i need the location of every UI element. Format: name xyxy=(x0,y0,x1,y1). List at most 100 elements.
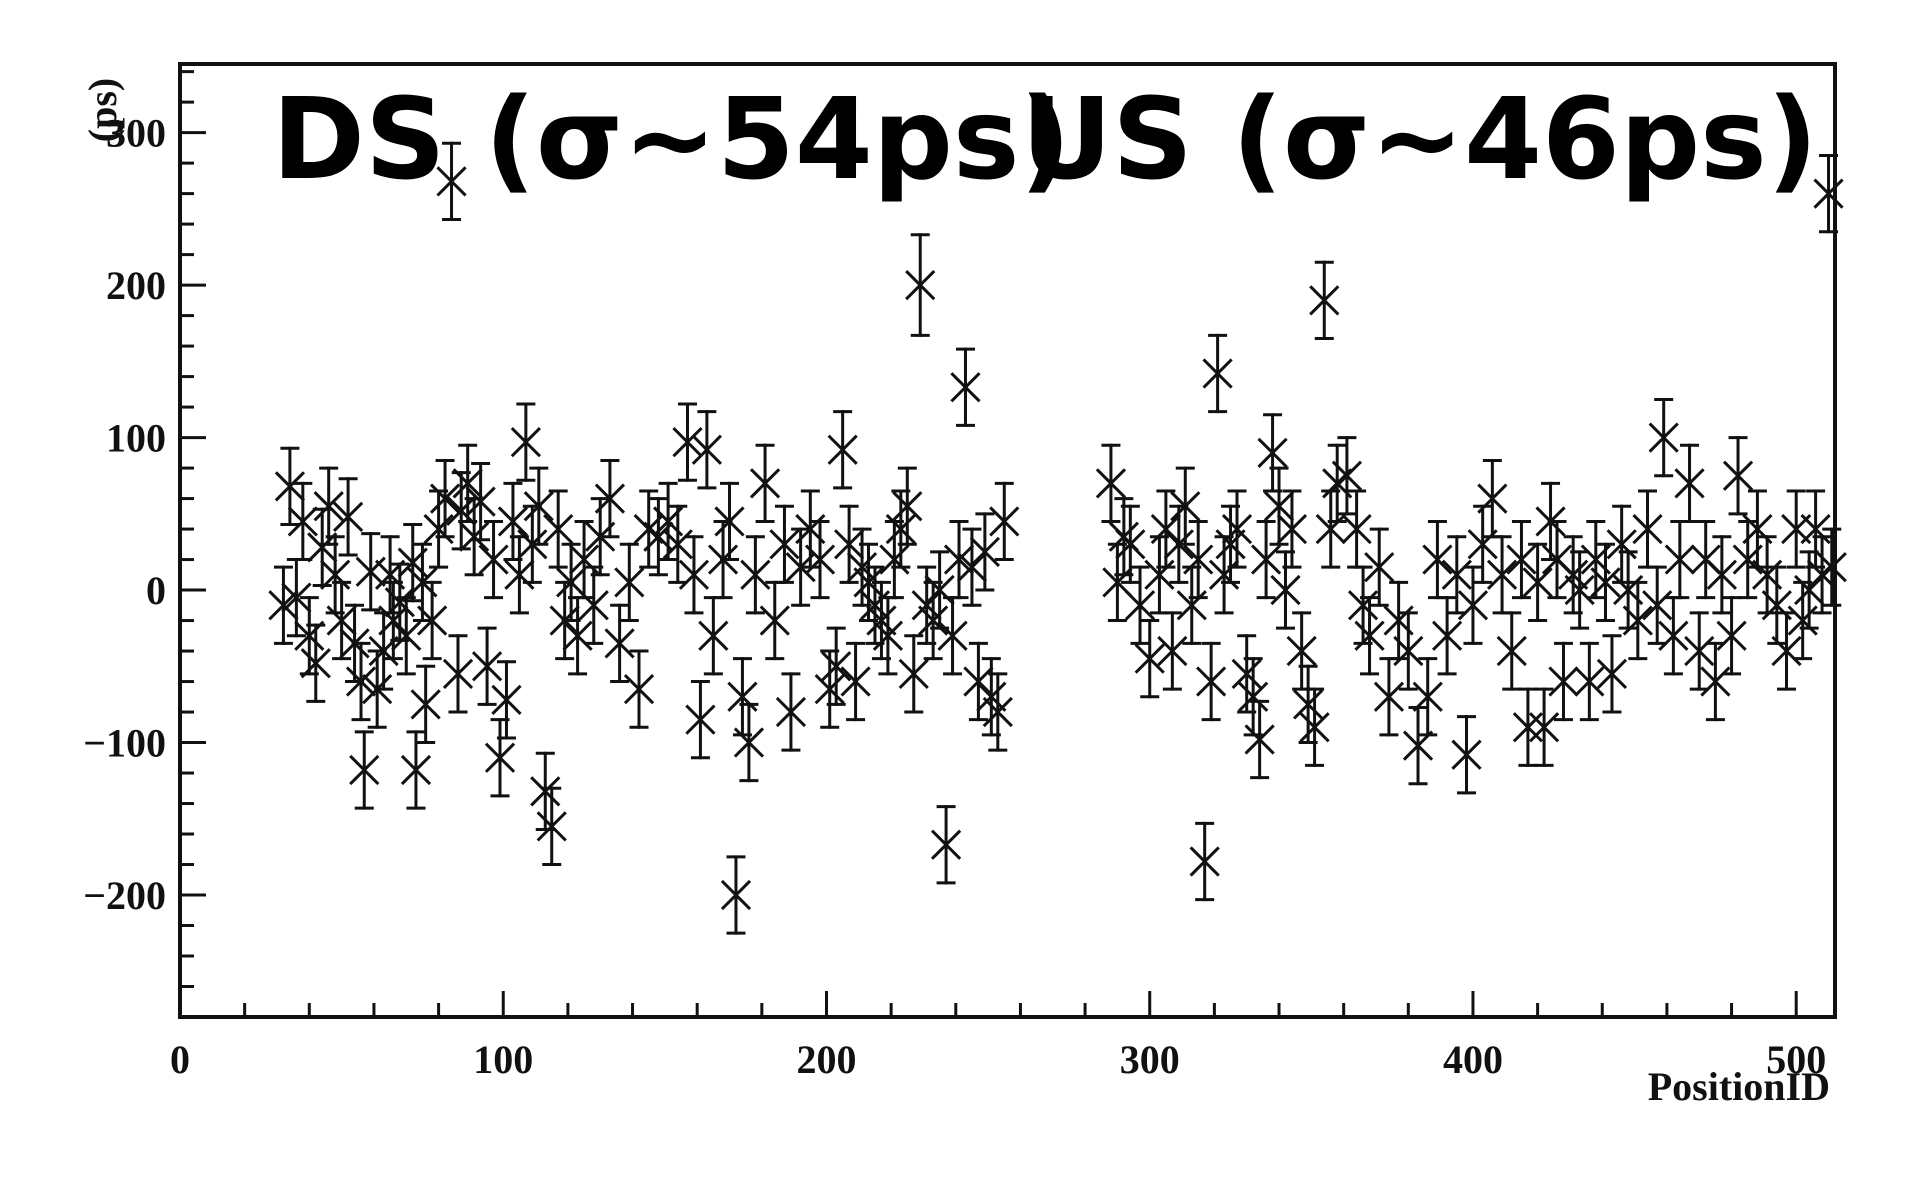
y-tick-label: 300 xyxy=(106,111,166,156)
x-marker-stroke xyxy=(1292,689,1324,720)
data-point xyxy=(594,458,626,539)
data-point xyxy=(471,626,503,706)
data-point xyxy=(459,497,490,577)
data-point xyxy=(1292,664,1324,745)
data-point xyxy=(1522,542,1553,623)
data-points-layer xyxy=(268,141,1847,935)
x-marker-stroke xyxy=(1606,529,1637,560)
x-marker-stroke xyxy=(698,620,729,651)
data-point xyxy=(720,855,752,935)
x-marker-stroke xyxy=(937,620,968,651)
x-marker-stroke xyxy=(672,427,703,458)
x-marker-stroke xyxy=(1412,681,1443,712)
data-point xyxy=(1648,397,1679,478)
data-point xyxy=(969,512,1000,592)
data-point xyxy=(1170,466,1201,546)
y-tick-label: −200 xyxy=(83,873,166,918)
data-point xyxy=(840,641,871,722)
data-point xyxy=(523,466,554,546)
data-point xyxy=(1393,611,1424,691)
data-point xyxy=(1124,565,1156,645)
data-point xyxy=(1412,657,1443,737)
data-point xyxy=(775,672,807,752)
x-marker-stroke xyxy=(1202,358,1233,389)
x-marker-stroke xyxy=(1124,590,1156,621)
data-point xyxy=(1150,489,1182,569)
x-marker-stroke xyxy=(1134,643,1165,674)
x-marker-stroke xyxy=(685,704,716,735)
data-point xyxy=(1722,436,1754,516)
x-marker-stroke xyxy=(943,544,975,575)
data-point xyxy=(294,596,325,676)
x-marker-stroke xyxy=(1189,846,1220,877)
x-marker-stroke xyxy=(740,559,771,590)
data-point xyxy=(1244,699,1275,780)
x-marker-stroke xyxy=(840,666,871,697)
x-marker-stroke xyxy=(1276,513,1308,545)
x-marker-stroke xyxy=(471,651,503,682)
data-point xyxy=(943,519,975,600)
data-point xyxy=(536,786,567,867)
data-point xyxy=(614,542,645,623)
data-point xyxy=(833,504,865,584)
x-marker-stroke xyxy=(879,544,910,575)
tick-labels-layer: 0 100 200 300 400 500 −200 −100 0 100 200 300 xyxy=(83,111,1826,1082)
x-marker-stroke xyxy=(465,486,496,517)
x-marker-stroke xyxy=(1331,460,1363,491)
x-marker-stroke xyxy=(623,674,655,705)
data-point xyxy=(905,233,936,337)
data-point xyxy=(1422,519,1453,600)
data-point xyxy=(604,603,635,684)
data-point xyxy=(1674,443,1705,523)
x-marker-stroke xyxy=(1309,285,1340,316)
x-marker-stroke xyxy=(678,559,710,590)
x-marker-stroke xyxy=(1622,605,1653,636)
x-marker-stroke xyxy=(1596,658,1628,690)
x-marker-stroke xyxy=(294,620,325,651)
data-point xyxy=(759,580,790,661)
data-point xyxy=(407,542,438,623)
data-point xyxy=(623,649,655,729)
data-point xyxy=(349,730,380,810)
data-point xyxy=(1441,535,1472,615)
data-point xyxy=(1477,458,1508,539)
x-marker-stroke xyxy=(804,544,836,575)
x-marker-stroke xyxy=(452,468,483,499)
x-marker-stroke xyxy=(1706,559,1737,590)
x-marker-stroke xyxy=(827,434,858,465)
data-point xyxy=(442,634,474,714)
x-marker-stroke xyxy=(1183,544,1214,575)
x-marker-stroke xyxy=(1299,712,1330,743)
data-point xyxy=(1183,519,1214,600)
x-marker-stroke xyxy=(1632,513,1663,545)
data-point xyxy=(1189,821,1220,902)
x-marker-stroke xyxy=(1402,730,1434,761)
data-point xyxy=(956,527,988,607)
y-tick-label: −100 xyxy=(83,721,166,766)
x-marker-stroke xyxy=(594,483,626,514)
x-marker-stroke xyxy=(274,471,306,502)
x-marker-stroke xyxy=(1250,544,1282,575)
data-point xyxy=(287,481,318,562)
data-point xyxy=(1816,527,1847,607)
x-marker-stroke xyxy=(749,468,781,499)
y-axis-title: (ps) xyxy=(80,78,125,142)
data-point xyxy=(400,730,432,810)
data-point xyxy=(1457,565,1489,645)
x-marker-stroke xyxy=(407,567,438,598)
data-point xyxy=(672,402,703,482)
x-marker-stroke xyxy=(1771,635,1802,667)
x-marker-stroke xyxy=(1364,552,1395,583)
x-marker-stroke xyxy=(1541,544,1573,575)
x-marker-stroke xyxy=(614,567,645,598)
x-marker-stroke xyxy=(1457,590,1489,621)
x-marker-stroke xyxy=(530,776,561,807)
data-point xyxy=(691,410,723,490)
data-point xyxy=(821,626,852,706)
data-point xyxy=(274,446,306,526)
x-marker-stroke xyxy=(556,567,587,598)
x-marker-stroke xyxy=(536,811,567,842)
data-point xyxy=(1564,550,1595,630)
x-marker-stroke xyxy=(1270,574,1301,606)
